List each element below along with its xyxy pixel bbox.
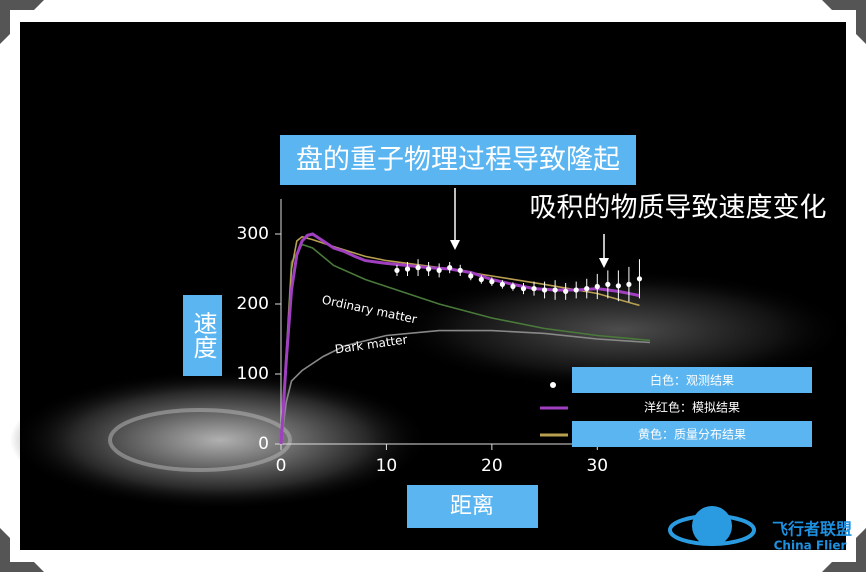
data-point bbox=[573, 287, 579, 293]
galaxy-halo bbox=[390, 270, 850, 390]
legend-box bbox=[572, 394, 812, 420]
legend-box bbox=[572, 421, 812, 447]
galaxy bbox=[10, 370, 430, 510]
legend-box bbox=[572, 367, 812, 393]
data-point bbox=[531, 286, 537, 292]
data-point bbox=[552, 287, 558, 293]
data-point bbox=[436, 267, 442, 273]
data-point bbox=[394, 267, 400, 273]
galaxy-ring bbox=[108, 408, 292, 472]
data-point bbox=[478, 276, 484, 283]
data-point bbox=[615, 283, 621, 289]
logo: 飞行者联盟 China Flier bbox=[668, 506, 852, 553]
x-tick-label: 20 bbox=[481, 456, 503, 476]
data-point bbox=[404, 266, 411, 272]
x-tick-label: 10 bbox=[376, 456, 398, 476]
data-point bbox=[426, 266, 432, 272]
annotation: 吸积的物质导致速度变化 bbox=[530, 193, 827, 224]
y-tick-label: 300 bbox=[237, 224, 269, 244]
arrow-head bbox=[450, 240, 460, 250]
arrow-head bbox=[599, 258, 609, 268]
data-point bbox=[520, 286, 527, 292]
x-tick-label: 30 bbox=[586, 456, 608, 476]
data-point bbox=[541, 287, 548, 293]
data-point bbox=[447, 265, 453, 271]
logo-name-en: China Flier bbox=[774, 539, 847, 553]
data-point bbox=[415, 265, 421, 271]
data-point bbox=[510, 283, 516, 290]
data-point bbox=[489, 279, 495, 285]
data-point bbox=[457, 267, 463, 273]
data-point bbox=[563, 288, 569, 294]
ylabel-box bbox=[183, 295, 222, 376]
annotation-box bbox=[518, 185, 838, 232]
legend-label: 黄色：质量分布结果 bbox=[638, 428, 746, 442]
legend-label: 洋红色：模拟结果 bbox=[644, 400, 740, 415]
y-tick-label: 0 bbox=[258, 434, 269, 454]
annotation: 盘的重子物理过程导致隆起 bbox=[296, 145, 620, 176]
data-point bbox=[636, 276, 643, 282]
data-point bbox=[594, 283, 600, 290]
data-point bbox=[605, 281, 611, 287]
xlabel-box bbox=[407, 485, 538, 528]
data-point bbox=[626, 281, 632, 287]
annotation-box bbox=[280, 135, 636, 185]
series-line bbox=[280, 329, 651, 445]
y-tick-label: 100 bbox=[237, 364, 269, 384]
y-tick-label: 200 bbox=[237, 294, 269, 314]
logo-name: 飞行者联盟 bbox=[772, 520, 852, 539]
legend-label: 白色：观测结果 bbox=[650, 373, 734, 388]
x-axis-label: 距离 bbox=[450, 494, 494, 519]
data-point bbox=[584, 286, 590, 292]
data-point bbox=[499, 281, 505, 287]
x-tick-label: 0 bbox=[276, 456, 287, 476]
data-point bbox=[468, 273, 474, 279]
y-axis-label: 速度 bbox=[189, 311, 217, 359]
legend-marker bbox=[550, 382, 556, 388]
